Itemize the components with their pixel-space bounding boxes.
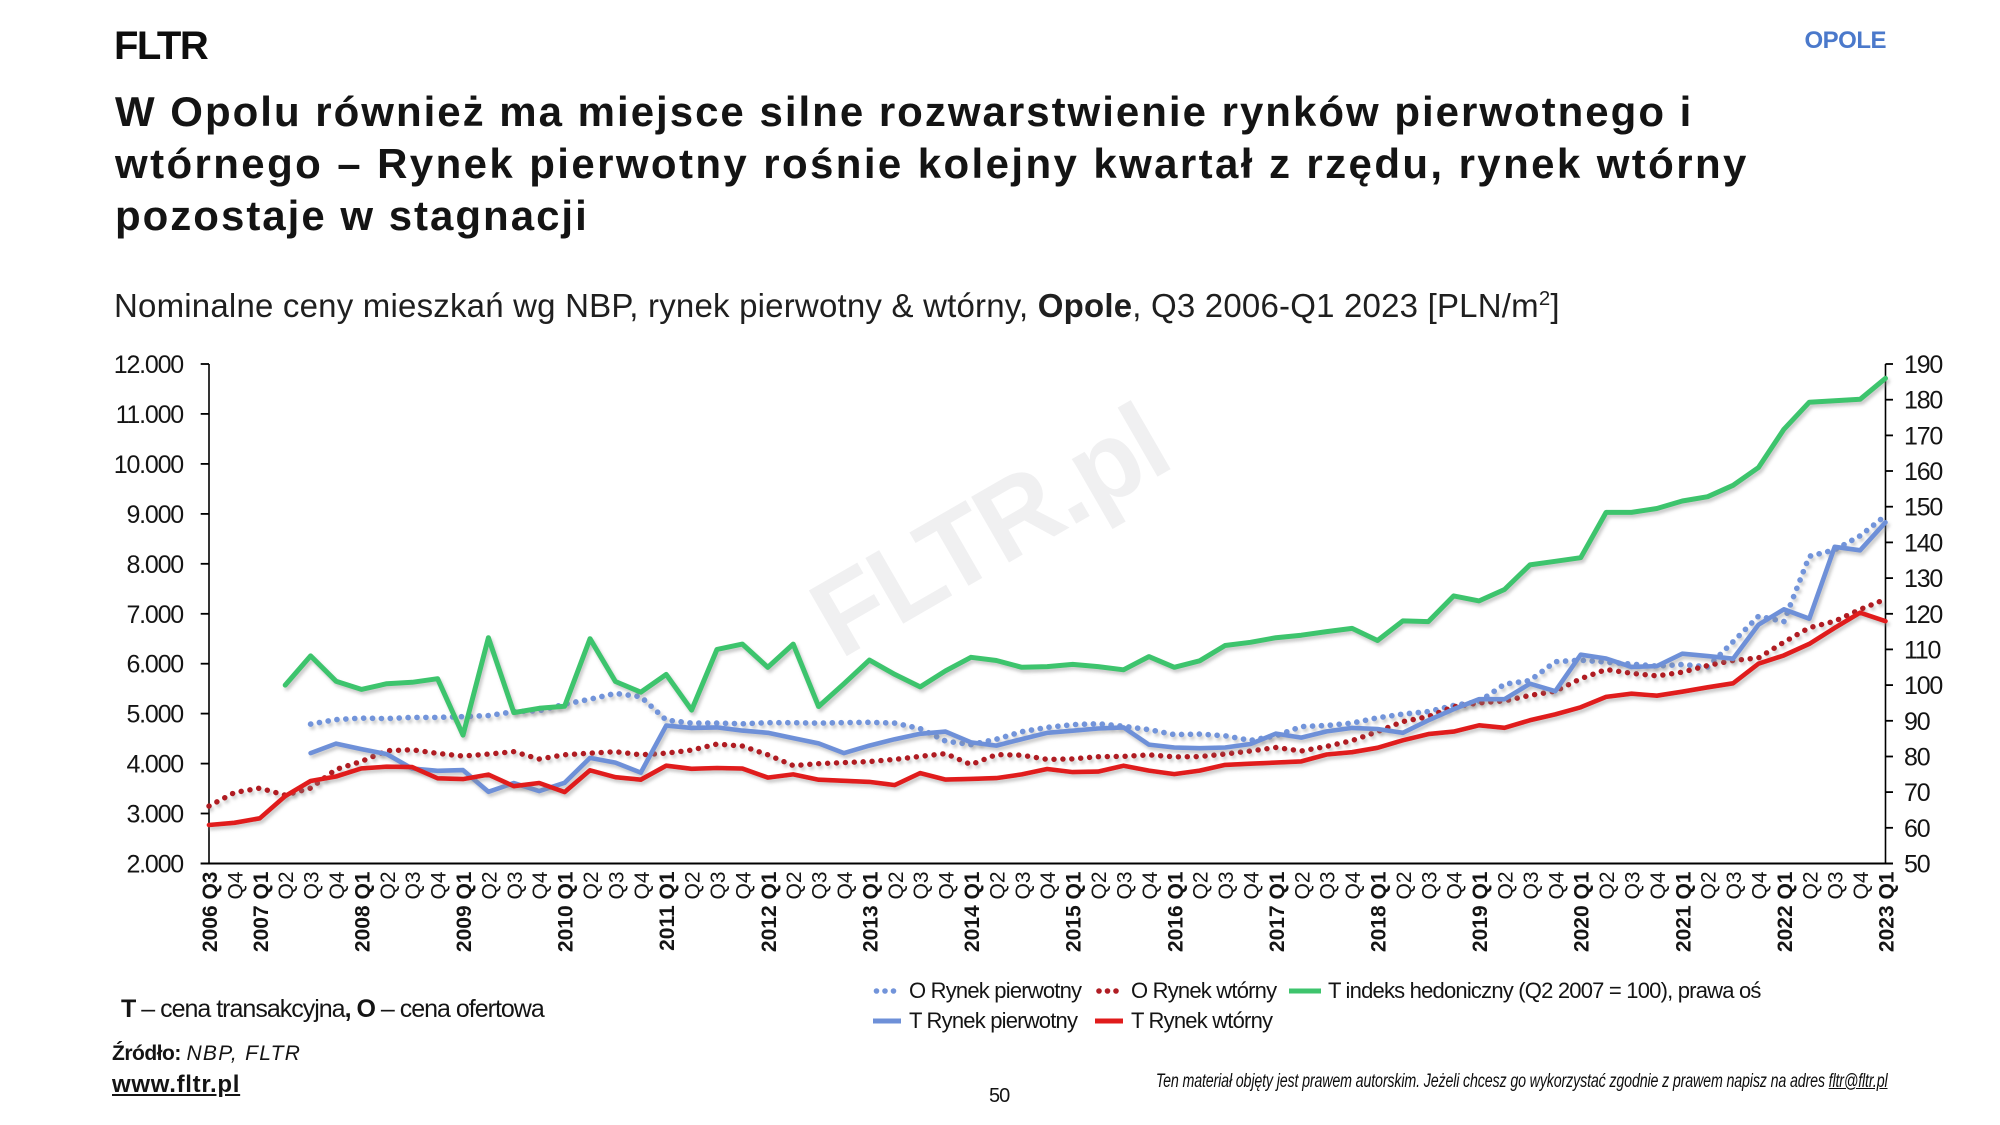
- svg-text:10.000: 10.000: [114, 451, 184, 479]
- svg-text:2008 Q1: 2008 Q1: [351, 871, 374, 952]
- svg-text:7.000: 7.000: [126, 601, 183, 629]
- svg-text:Q2: Q2: [478, 872, 501, 900]
- svg-text:90: 90: [1904, 708, 1930, 736]
- svg-text:Q3: Q3: [1418, 872, 1441, 900]
- svg-text:Q3: Q3: [1012, 872, 1035, 900]
- svg-text:Q2: Q2: [1088, 872, 1111, 900]
- svg-text:Q4: Q4: [732, 871, 755, 899]
- svg-text:80: 80: [1904, 744, 1930, 772]
- svg-text:Q4: Q4: [631, 871, 654, 899]
- svg-text:Q4: Q4: [1342, 871, 1365, 899]
- svg-text:Q3: Q3: [1215, 872, 1238, 900]
- svg-text:6.000: 6.000: [126, 651, 183, 679]
- svg-text:Q3: Q3: [707, 872, 730, 900]
- svg-text:8.000: 8.000: [126, 551, 183, 579]
- svg-text:Q2: Q2: [1596, 872, 1619, 900]
- svg-text:Q4: Q4: [428, 871, 451, 899]
- svg-text:160: 160: [1904, 458, 1942, 486]
- svg-text:50: 50: [1904, 851, 1930, 879]
- svg-text:Q3: Q3: [605, 872, 628, 900]
- svg-text:Q4: Q4: [1749, 871, 1772, 899]
- svg-text:150: 150: [1904, 494, 1942, 522]
- svg-text:Q2: Q2: [1291, 872, 1314, 900]
- svg-text:2009 Q1: 2009 Q1: [453, 871, 476, 952]
- svg-text:Q4: Q4: [834, 871, 857, 899]
- svg-text:11.000: 11.000: [116, 401, 184, 429]
- svg-text:Q3: Q3: [504, 872, 527, 900]
- svg-text:2013 Q1: 2013 Q1: [859, 871, 882, 952]
- svg-text:2019 Q1: 2019 Q1: [1469, 871, 1492, 952]
- svg-text:2021 Q1: 2021 Q1: [1672, 871, 1695, 952]
- svg-text:Q3: Q3: [301, 872, 324, 900]
- svg-text:2.000: 2.000: [126, 851, 183, 879]
- svg-text:Q4: Q4: [1037, 871, 1060, 899]
- svg-text:Q4: Q4: [224, 871, 247, 899]
- svg-text:Q4: Q4: [326, 871, 349, 899]
- svg-text:2007 Q1: 2007 Q1: [250, 871, 273, 952]
- svg-text:2011 Q1: 2011 Q1: [656, 871, 679, 951]
- svg-text:2016 Q1: 2016 Q1: [1164, 871, 1187, 952]
- svg-text:60: 60: [1904, 815, 1930, 843]
- svg-text:Q3: Q3: [1520, 872, 1543, 900]
- svg-text:Q4: Q4: [1647, 871, 1670, 899]
- svg-text:Q3: Q3: [402, 872, 425, 900]
- svg-text:Q2: Q2: [783, 872, 806, 900]
- svg-text:70: 70: [1904, 779, 1930, 807]
- svg-text:Q4: Q4: [1139, 871, 1162, 899]
- svg-text:2023 Q1: 2023 Q1: [1876, 871, 1899, 952]
- svg-text:120: 120: [1904, 601, 1942, 629]
- svg-text:4.000: 4.000: [126, 751, 183, 779]
- svg-text:Q2: Q2: [1495, 872, 1518, 900]
- svg-text:110: 110: [1904, 636, 1941, 664]
- svg-text:2017 Q1: 2017 Q1: [1266, 871, 1289, 952]
- svg-text:Q2: Q2: [1393, 872, 1416, 900]
- svg-text:FLTR.pl: FLTR.pl: [791, 380, 1188, 680]
- svg-text:2020 Q1: 2020 Q1: [1571, 871, 1594, 952]
- svg-text:2018 Q1: 2018 Q1: [1368, 871, 1391, 952]
- svg-text:Q2: Q2: [682, 872, 705, 900]
- svg-text:Q4: Q4: [529, 871, 552, 899]
- svg-text:9.000: 9.000: [126, 501, 183, 529]
- svg-text:Q2: Q2: [1190, 872, 1213, 900]
- svg-text:140: 140: [1904, 529, 1942, 557]
- svg-text:2012 Q1: 2012 Q1: [758, 871, 781, 952]
- svg-text:Q3: Q3: [1317, 872, 1340, 900]
- svg-text:Q3: Q3: [1114, 872, 1137, 900]
- svg-text:3.000: 3.000: [126, 801, 183, 829]
- svg-text:Q2: Q2: [885, 872, 908, 900]
- svg-text:Q2: Q2: [1698, 872, 1721, 900]
- svg-text:2022 Q1: 2022 Q1: [1774, 871, 1797, 952]
- svg-text:2006 Q3: 2006 Q3: [199, 872, 222, 953]
- svg-text:2015 Q1: 2015 Q1: [1063, 871, 1086, 952]
- svg-text:Q2: Q2: [986, 872, 1009, 900]
- svg-text:Q3: Q3: [1622, 872, 1645, 900]
- svg-text:12.000: 12.000: [114, 351, 184, 379]
- svg-text:Q3: Q3: [910, 872, 933, 900]
- svg-text:Q4: Q4: [1545, 871, 1568, 899]
- svg-text:130: 130: [1904, 565, 1942, 593]
- svg-text:Q4: Q4: [1850, 871, 1873, 899]
- svg-text:180: 180: [1904, 387, 1942, 415]
- svg-text:Q2: Q2: [377, 872, 400, 900]
- svg-text:2014 Q1: 2014 Q1: [961, 871, 984, 952]
- svg-text:Q3: Q3: [1723, 872, 1746, 900]
- svg-text:Q3: Q3: [1825, 872, 1848, 900]
- svg-text:Q2: Q2: [1799, 872, 1822, 900]
- svg-text:5.000: 5.000: [126, 701, 183, 729]
- svg-text:Q2: Q2: [580, 872, 603, 900]
- svg-text:Q3: Q3: [809, 872, 832, 900]
- svg-text:2010 Q1: 2010 Q1: [555, 871, 578, 952]
- svg-text:100: 100: [1904, 672, 1942, 700]
- svg-text:Q4: Q4: [936, 871, 959, 899]
- svg-text:190: 190: [1904, 351, 1942, 379]
- svg-text:Q4: Q4: [1444, 871, 1467, 899]
- svg-text:170: 170: [1904, 422, 1942, 450]
- svg-text:Q4: Q4: [1241, 871, 1264, 899]
- svg-text:Q2: Q2: [275, 872, 298, 900]
